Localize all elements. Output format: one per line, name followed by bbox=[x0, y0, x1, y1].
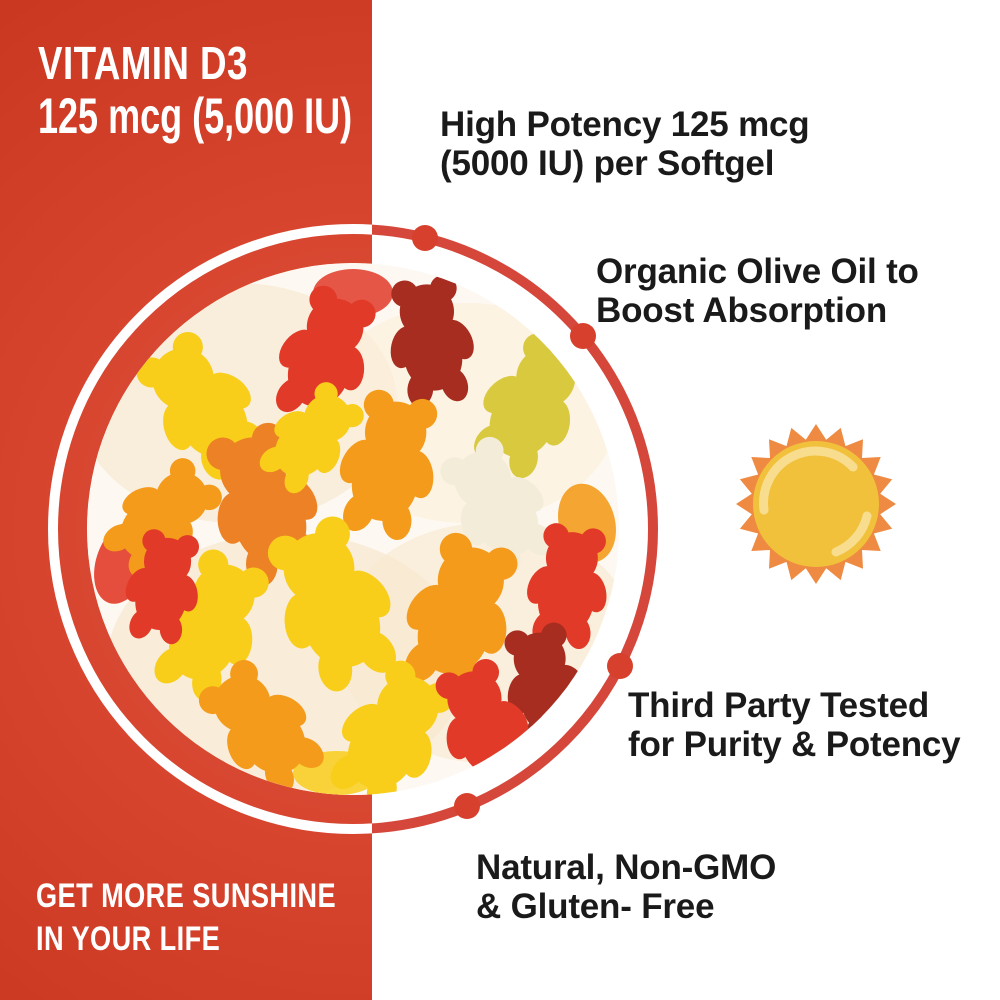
callout-third-party-tested: Third Party Tested for Purity & Potency bbox=[628, 686, 961, 764]
sun-highlight bbox=[759, 446, 858, 515]
product-dosage: 125 mcg (5,000 IU) bbox=[38, 88, 353, 144]
callout-line: Third Party Tested bbox=[628, 686, 930, 725]
connector-dot bbox=[412, 225, 438, 251]
connector-dot bbox=[607, 653, 633, 679]
ring-arc-red bbox=[372, 224, 658, 834]
callout-high-potency: High Potency 125 mcg (5000 IU) per Softg… bbox=[440, 105, 810, 183]
callout-line: for Purity & Potency bbox=[628, 725, 961, 764]
callout-line: Organic Olive Oil to bbox=[596, 252, 919, 291]
sun-core bbox=[753, 441, 879, 567]
callout-line: (5000 IU) per Softgel bbox=[440, 144, 775, 183]
callout-organic-olive-oil: Organic Olive Oil to Boost Absorption bbox=[596, 252, 919, 330]
tagline-line: GET MORE SUNSHINE bbox=[36, 877, 336, 915]
ring-arc-white bbox=[48, 224, 372, 834]
sun-icon bbox=[736, 424, 896, 584]
gummy-bears-illustration bbox=[87, 263, 619, 795]
callout-line: Natural, Non-GMO bbox=[476, 848, 777, 887]
gummy-bears-photo bbox=[87, 263, 619, 795]
sun-highlight bbox=[831, 511, 872, 557]
tagline-line: IN YOUR LIFE bbox=[36, 920, 221, 958]
brand-tagline: GET MORE SUNSHINE IN YOUR LIFE bbox=[36, 875, 411, 961]
callout-natural-non-gmo: Natural, Non-GMO & Gluten- Free bbox=[476, 848, 776, 926]
callout-line: High Potency 125 mcg bbox=[440, 105, 810, 144]
connector-dot bbox=[454, 793, 480, 819]
callout-line: & Gluten- Free bbox=[476, 887, 715, 926]
product-title: VITAMIN D3 bbox=[38, 37, 248, 89]
callout-line: Boost Absorption bbox=[596, 291, 888, 330]
connector-dot bbox=[570, 323, 596, 349]
brand-title: VITAMIN D3 125 mcg (5,000 IU) bbox=[38, 38, 474, 144]
